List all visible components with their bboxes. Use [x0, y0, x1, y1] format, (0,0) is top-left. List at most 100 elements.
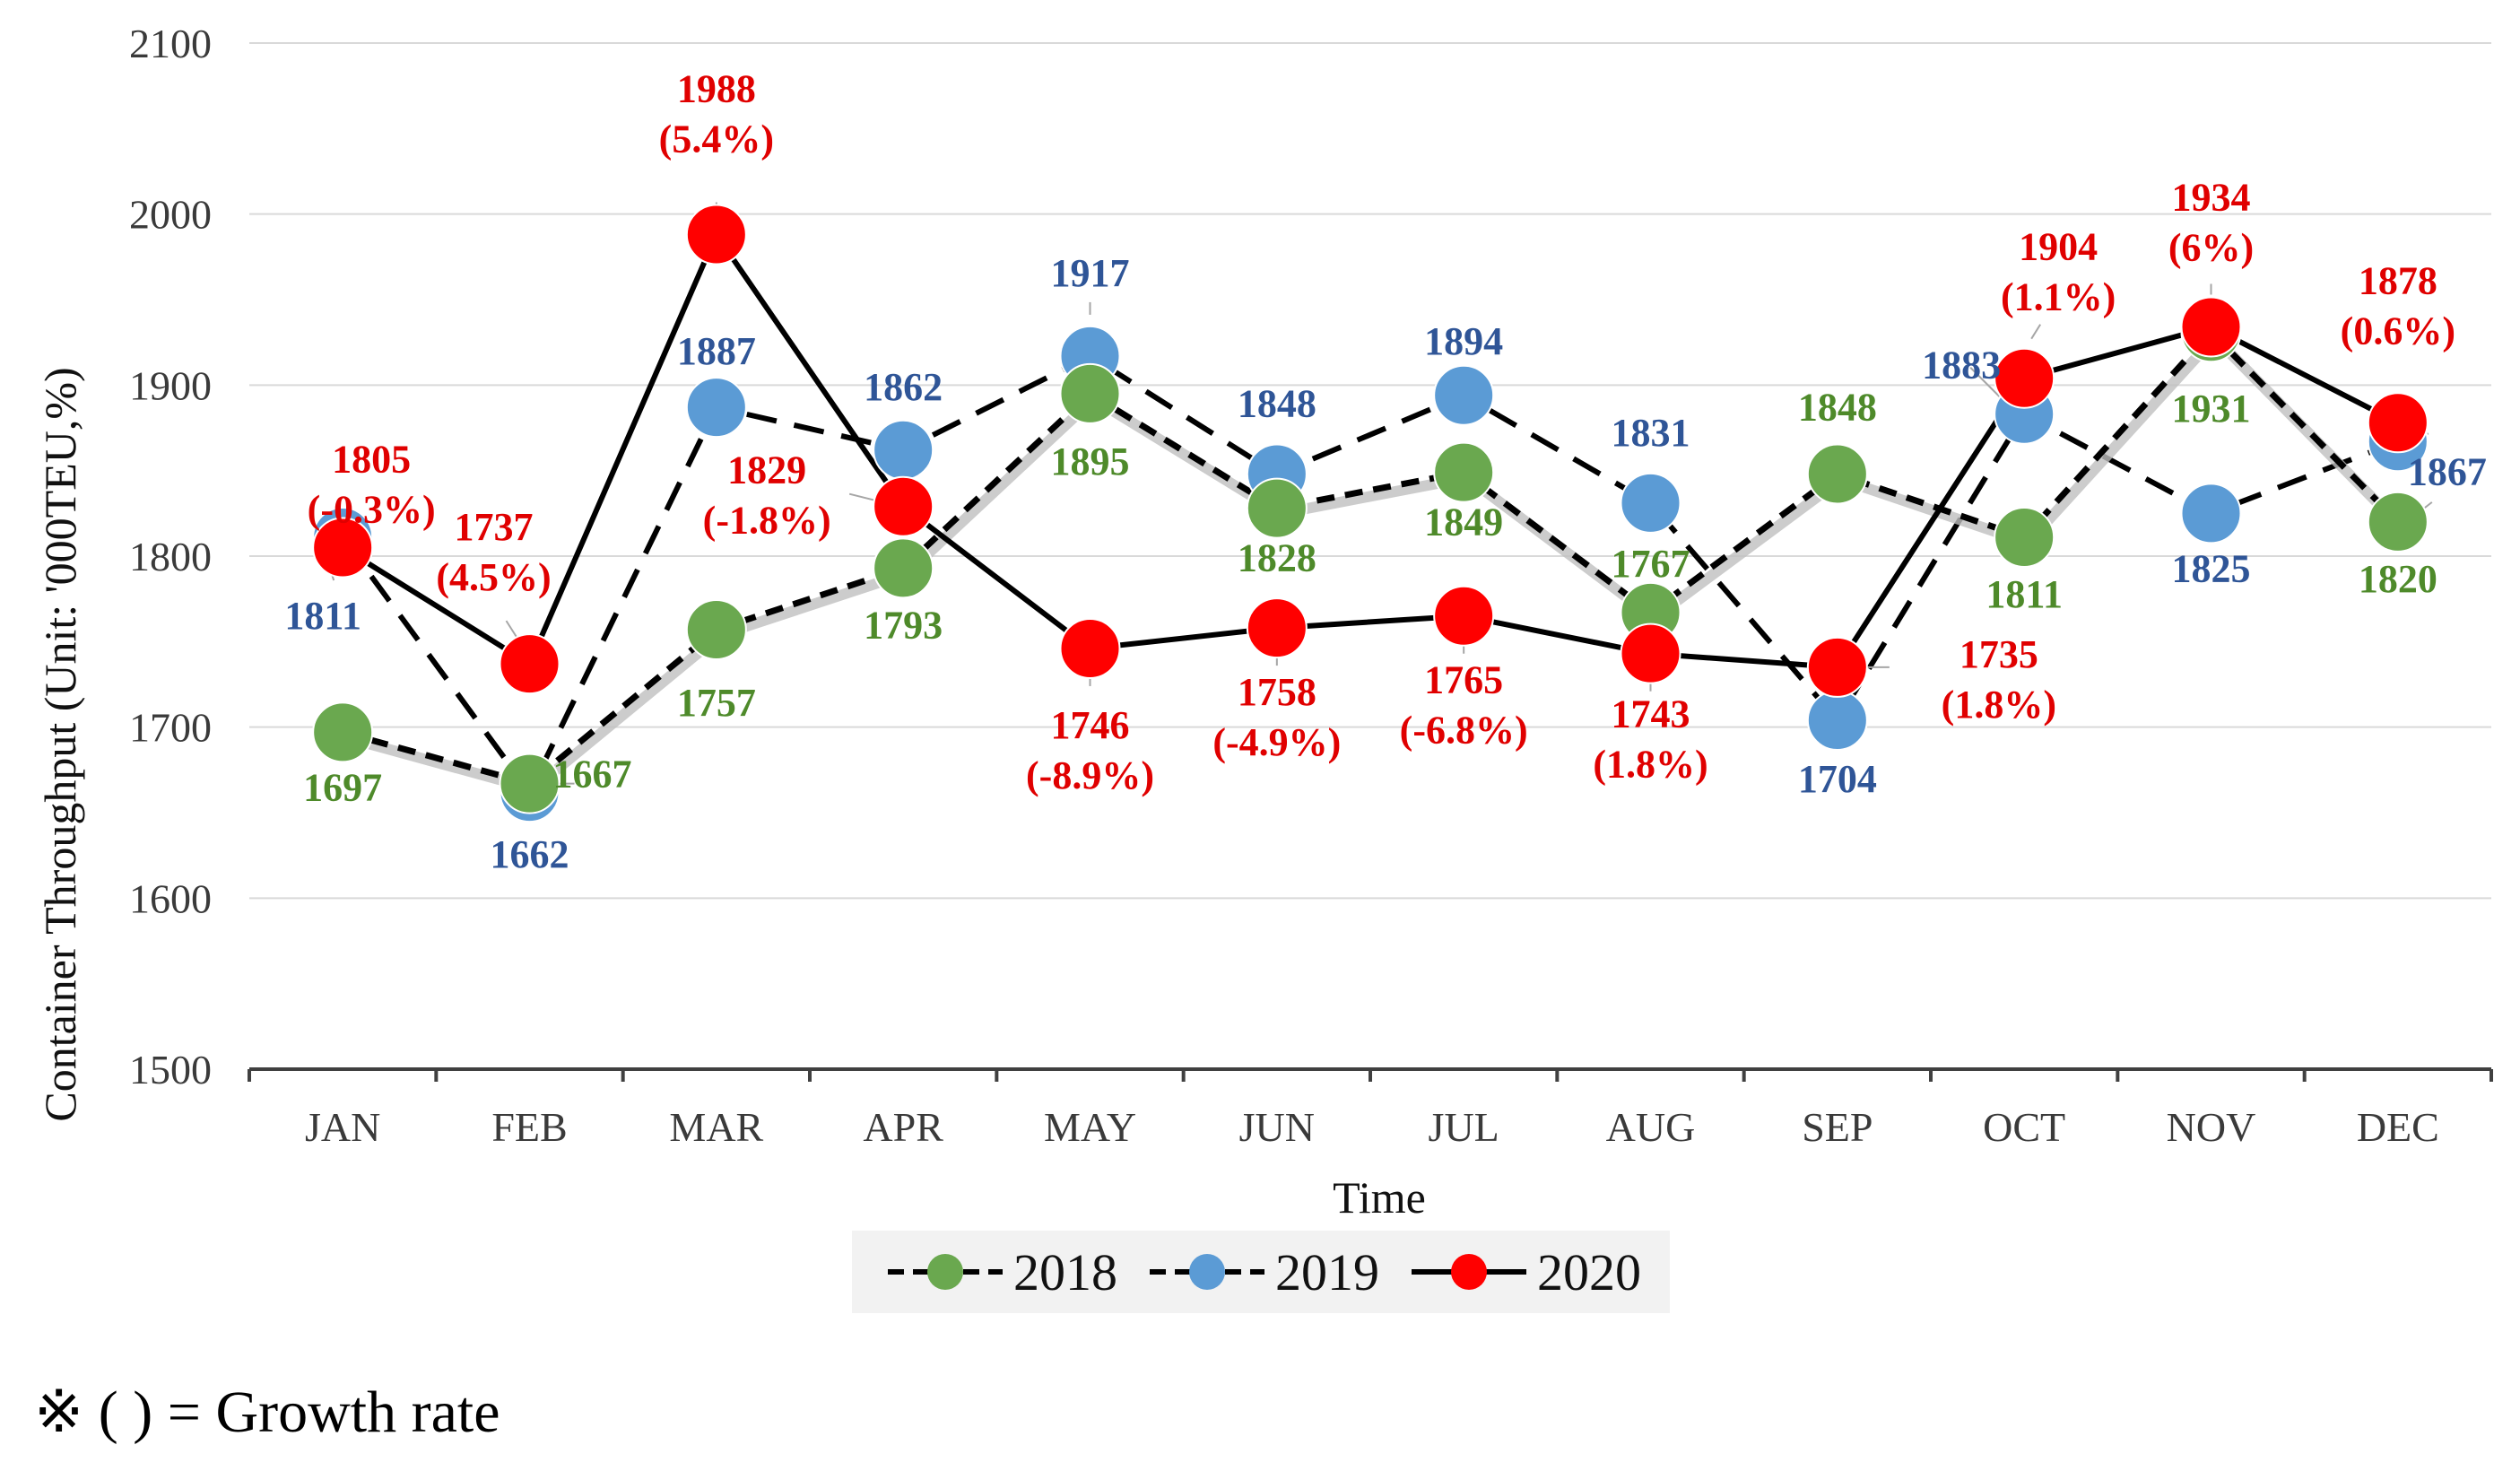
- growth-rate-footnote: ※ ( ) = Growth rate: [34, 1380, 500, 1445]
- data-label-2020-dec: 1878: [2359, 258, 2437, 302]
- data-label-2020-may: 1746: [1051, 703, 1130, 747]
- growth-rate-label-feb: (4.5%): [436, 555, 551, 599]
- marker-2019-apr: [873, 419, 934, 481]
- y-tick-label: 1900: [129, 362, 212, 408]
- gridlines: [249, 42, 2491, 900]
- marker-2020-jan: [312, 517, 374, 579]
- marker-2020-jun: [1246, 597, 1308, 659]
- growth-rate-label-sep: (1.8%): [1942, 683, 2056, 727]
- data-label-2018-aug: 1767: [1612, 542, 1690, 586]
- x-tick-label: FEB: [491, 1104, 567, 1150]
- line-chart: 1500 1600 1700 1800 1900 2000 2100 JAN FEB MAR AP…: [35, 21, 2493, 1313]
- marker-2019-mar: [685, 377, 747, 439]
- growth-rate-label-jul: (-6.8%): [1400, 709, 1528, 753]
- marker-2018-may: [1059, 362, 1121, 424]
- x-tick-label: APR: [863, 1104, 943, 1150]
- series-lines: [340, 231, 2406, 796]
- data-label-2019-may: 1917: [1051, 251, 1130, 295]
- marker-2020-feb: [499, 633, 560, 695]
- x-tick-label: JAN: [305, 1104, 380, 1150]
- data-label-2020-apr: 1829: [727, 448, 806, 492]
- x-axis: JAN FEB MAR APR MAY JUN JUL AUG SEP OCT NOV DEC: [248, 1067, 2493, 1150]
- data-label-2019-feb: 1662: [491, 832, 569, 876]
- growth-rate-label-aug: (1.8%): [1593, 743, 1708, 787]
- marker-2020-aug: [1620, 622, 1681, 684]
- data-label-2019-jul: 1894: [1424, 319, 1503, 363]
- data-label-2019-dec: 1867: [2408, 449, 2487, 493]
- x-tick-label: OCT: [1983, 1104, 2065, 1150]
- x-tick-label: JUN: [1239, 1104, 1315, 1150]
- x-tick-label: DEC: [2357, 1104, 2439, 1150]
- x-axis-title: Time: [1333, 1172, 1426, 1223]
- data-label-2020-nov: 1934: [2172, 176, 2251, 220]
- marker-2018-feb: [499, 753, 560, 814]
- y-tick-label: 2000: [129, 192, 212, 238]
- data-label-2018-sep: 1848: [1798, 385, 1877, 429]
- marker-2020-oct: [1994, 347, 2055, 409]
- marker-2020-nov: [2180, 296, 2242, 358]
- legend-label-2019: 2019: [1275, 1243, 1379, 1301]
- y-tick-label: 1600: [129, 875, 212, 921]
- data-label-2020-jan: 1805: [332, 437, 411, 481]
- leader-line: [848, 492, 879, 502]
- series-line-2019: [340, 353, 2399, 796]
- data-label-2018-jun: 1828: [1238, 536, 1316, 580]
- data-label-2018-apr: 1793: [864, 603, 943, 647]
- marker-2018-jan: [312, 701, 374, 763]
- data-label-2020-oct: 1904: [2019, 225, 2098, 269]
- y-axis-title: Container Throughput (Unit: '000TEU,%): [35, 367, 85, 1121]
- data-label-2019-jun: 1848: [1238, 381, 1316, 425]
- marker-2020-apr: [873, 475, 934, 537]
- marker-2018-apr: [873, 537, 934, 599]
- growth-rate-label-oct: (1.1%): [2001, 275, 2116, 319]
- growth-rate-label-jan: (-0.3%): [308, 487, 436, 531]
- x-tick-label: NOV: [2167, 1104, 2256, 1150]
- data-label-2020-mar: 1988: [677, 67, 756, 111]
- data-label-2020-aug: 1743: [1612, 692, 1690, 736]
- data-label-2019-sep: 1704: [1798, 757, 1877, 801]
- growth-rate-label-may: (-8.9%): [1026, 753, 1154, 797]
- marker-2018-dec: [2367, 491, 2429, 553]
- series-markers: [312, 204, 2429, 823]
- x-tick-label: AUG: [1606, 1104, 1696, 1150]
- marker-2019-sep: [1806, 690, 1868, 752]
- series-line-2018: [342, 328, 2401, 788]
- legend-marker-2020: [1451, 1254, 1487, 1290]
- legend: 2018 2019 2020: [852, 1231, 1670, 1313]
- marker-2018-oct: [1994, 507, 2055, 569]
- series-line-2020: [341, 231, 2400, 670]
- data-label-2019-mar: 1887: [677, 329, 756, 373]
- marker-2019-jul: [1433, 364, 1495, 426]
- x-tick-label: MAR: [669, 1104, 763, 1150]
- marker-2018-jul: [1433, 441, 1495, 503]
- growth-rate-label-nov: (6%): [2168, 226, 2254, 270]
- marker-2020-jul: [1433, 585, 1495, 647]
- leader-line: [1969, 367, 2002, 399]
- data-label-2019-nov: 1825: [2172, 546, 2251, 590]
- growth-rate-label-dec: (0.6%): [2341, 309, 2455, 353]
- growth-rate-label-jun: (-4.9%): [1212, 720, 1341, 764]
- data-label-2018-feb: 1667: [553, 753, 632, 796]
- y-tick-label: 1800: [129, 534, 212, 579]
- x-tick-label: JUL: [1429, 1104, 1499, 1150]
- marker-2020-dec: [2367, 392, 2429, 454]
- data-label-2019-aug: 1831: [1612, 411, 1690, 455]
- marker-2020-mar: [685, 204, 747, 265]
- series-shadow-2018: [344, 332, 2406, 795]
- y-tick-label: 2100: [129, 21, 212, 66]
- data-label-2020-feb: 1737: [455, 505, 534, 549]
- y-tick-label: 1700: [129, 705, 212, 751]
- data-label-2019-oct: 1883: [1922, 344, 2001, 387]
- marker-2018-mar: [685, 598, 747, 660]
- marker-2019-aug: [1620, 472, 1681, 534]
- data-labels: 1697 1667 1757 1793 1895 1828 1849 1767 1848 1811…: [284, 67, 2486, 877]
- data-label-2019-apr: 1862: [864, 365, 943, 409]
- legend-label-2020: 2020: [1537, 1243, 1641, 1301]
- marker-2019-nov: [2180, 483, 2242, 544]
- growth-rate-label-mar: (5.4%): [659, 118, 774, 161]
- data-label-2020-jun: 1758: [1238, 670, 1316, 714]
- legend-marker-2019: [1189, 1254, 1225, 1290]
- legend-marker-2018: [927, 1254, 963, 1290]
- marker-2018-sep: [1806, 443, 1868, 505]
- growth-rate-label-apr: (-1.8%): [703, 499, 831, 543]
